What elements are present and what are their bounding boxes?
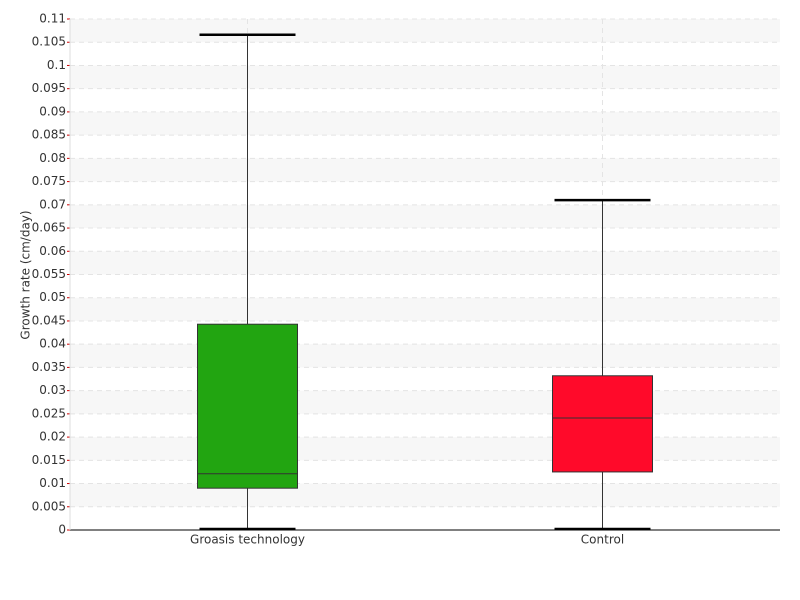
grid-band (70, 297, 780, 321)
y-tick-label: 0.035 (32, 360, 66, 374)
y-tick-label: 0.05 (39, 290, 66, 304)
y-tick-label: 0.09 (39, 104, 66, 118)
y-tick-label: 0.045 (32, 313, 66, 327)
y-tick-label: 0.085 (32, 128, 66, 142)
y-tick-label: 0.1 (47, 58, 66, 72)
grid-band (70, 19, 780, 43)
grid-band (70, 483, 780, 507)
grid-band (70, 251, 780, 275)
grid-band (70, 437, 780, 461)
y-tick-label: 0.065 (32, 221, 66, 235)
y-tick-label: 0.015 (32, 453, 66, 467)
y-tick-label: 0.07 (39, 197, 66, 211)
grid-band (70, 111, 780, 136)
y-tick-label: 0.025 (32, 406, 66, 420)
x-tick-label: Control (581, 533, 624, 547)
y-tick-label: 0.055 (32, 267, 66, 281)
y-tick-label: 0 (58, 523, 66, 537)
y-tick-label: 0.04 (39, 337, 66, 351)
grid-band (70, 158, 780, 182)
y-tick-label: 0.06 (39, 244, 66, 258)
grid-band (70, 344, 780, 368)
y-axis-label: Growth rate (cm/day) (19, 210, 33, 339)
box (552, 375, 653, 473)
y-tick-label: 0.02 (39, 430, 66, 444)
grid-band (70, 390, 780, 414)
grid-band (70, 65, 780, 89)
y-tick-label: 0.11 (39, 12, 66, 26)
y-tick-label: 0.005 (32, 499, 66, 513)
grid-band (70, 204, 780, 229)
y-tick-label: 0.03 (39, 383, 66, 397)
y-tick-label: 0.01 (39, 476, 66, 490)
box (197, 323, 298, 489)
y-tick-label: 0.105 (32, 35, 66, 49)
y-tick-label: 0.075 (32, 174, 66, 188)
x-tick-label: Groasis technology (190, 533, 305, 547)
y-tick-label: 0.08 (39, 151, 66, 165)
y-tick-label: 0.095 (32, 81, 66, 95)
